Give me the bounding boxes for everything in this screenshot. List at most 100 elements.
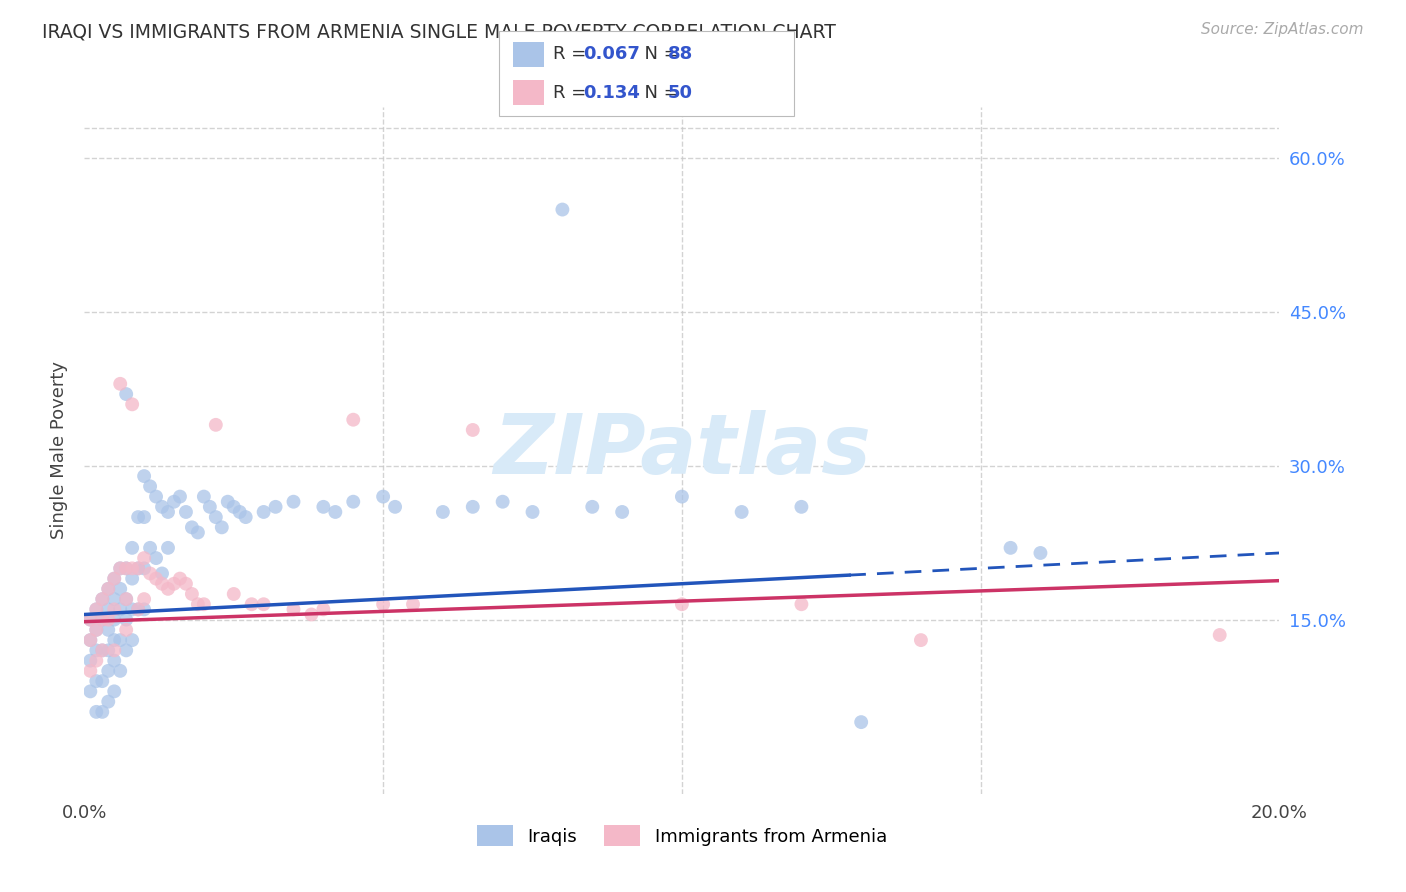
Text: Source: ZipAtlas.com: Source: ZipAtlas.com (1201, 22, 1364, 37)
Point (97, 695, 120, 709)
Point (86, 623, 108, 637)
Point (121, 633, 143, 648)
Point (253, 505, 276, 519)
Point (97, 602, 120, 616)
Point (86, 674, 108, 689)
Point (121, 561, 143, 575)
Point (115, 623, 138, 637)
Point (181, 520, 204, 534)
Point (86, 602, 108, 616)
Point (103, 643, 125, 657)
Point (235, 510, 257, 524)
Point (132, 469, 156, 483)
Point (198, 500, 221, 514)
Point (145, 490, 167, 504)
Point (283, 494, 305, 508)
Point (612, 505, 634, 519)
Text: R =: R = (553, 45, 592, 63)
Point (169, 490, 191, 504)
Point (283, 602, 305, 616)
Point (671, 490, 693, 504)
Point (253, 597, 276, 611)
Point (79, 664, 101, 678)
Point (157, 582, 180, 596)
Point (461, 423, 484, 437)
Point (373, 490, 395, 504)
Point (121, 572, 143, 586)
Point (1209, 628, 1232, 642)
Point (851, 715, 873, 730)
Point (110, 664, 132, 678)
Point (211, 520, 233, 534)
Point (139, 566, 162, 581)
Point (581, 500, 603, 514)
Point (97, 643, 120, 657)
Point (110, 376, 132, 391)
Point (145, 572, 167, 586)
Point (132, 592, 156, 607)
Point (132, 602, 156, 616)
Point (103, 654, 125, 668)
Point (115, 561, 138, 575)
Text: R =: R = (553, 84, 592, 102)
Y-axis label: Single Male Poverty: Single Male Poverty (49, 361, 67, 540)
Point (228, 505, 252, 519)
Point (79, 654, 101, 668)
Point (97, 582, 120, 596)
Point (163, 494, 186, 508)
Point (91, 705, 114, 719)
Point (86, 602, 108, 616)
Point (115, 613, 138, 627)
Point (150, 500, 173, 514)
Point (97, 582, 120, 596)
Point (432, 505, 454, 519)
Point (127, 561, 149, 575)
Point (790, 500, 813, 514)
Point (1029, 546, 1052, 560)
Point (174, 505, 197, 519)
Point (217, 494, 239, 508)
Point (103, 684, 125, 698)
Point (187, 525, 209, 540)
Point (312, 602, 335, 616)
Point (103, 592, 125, 607)
Point (325, 505, 347, 519)
Point (91, 613, 114, 627)
Point (157, 541, 180, 555)
Point (86, 705, 108, 719)
Text: 88: 88 (668, 45, 693, 63)
Point (110, 582, 132, 596)
Point (1000, 541, 1022, 555)
Point (91, 643, 114, 657)
Point (91, 643, 114, 657)
Point (373, 597, 395, 611)
Point (402, 597, 425, 611)
Point (127, 561, 149, 575)
Point (163, 576, 186, 591)
Point (222, 500, 245, 514)
Point (139, 541, 162, 555)
Point (91, 613, 114, 627)
Point (121, 602, 143, 616)
Point (127, 602, 149, 616)
Point (79, 633, 101, 648)
Legend: Iraqis, Immigrants from Armenia: Iraqis, Immigrants from Armenia (470, 818, 894, 854)
Point (145, 551, 167, 566)
Point (264, 500, 287, 514)
Point (115, 592, 138, 607)
Point (115, 592, 138, 607)
Point (91, 674, 114, 689)
Point (115, 643, 138, 657)
Point (157, 505, 180, 519)
Point (384, 500, 406, 514)
Point (342, 494, 364, 508)
Point (551, 202, 574, 217)
Point (127, 510, 149, 524)
Point (187, 597, 209, 611)
Point (301, 607, 323, 622)
Point (169, 572, 191, 586)
Point (193, 597, 215, 611)
Point (132, 551, 156, 566)
Point (115, 561, 138, 575)
Point (127, 602, 149, 616)
